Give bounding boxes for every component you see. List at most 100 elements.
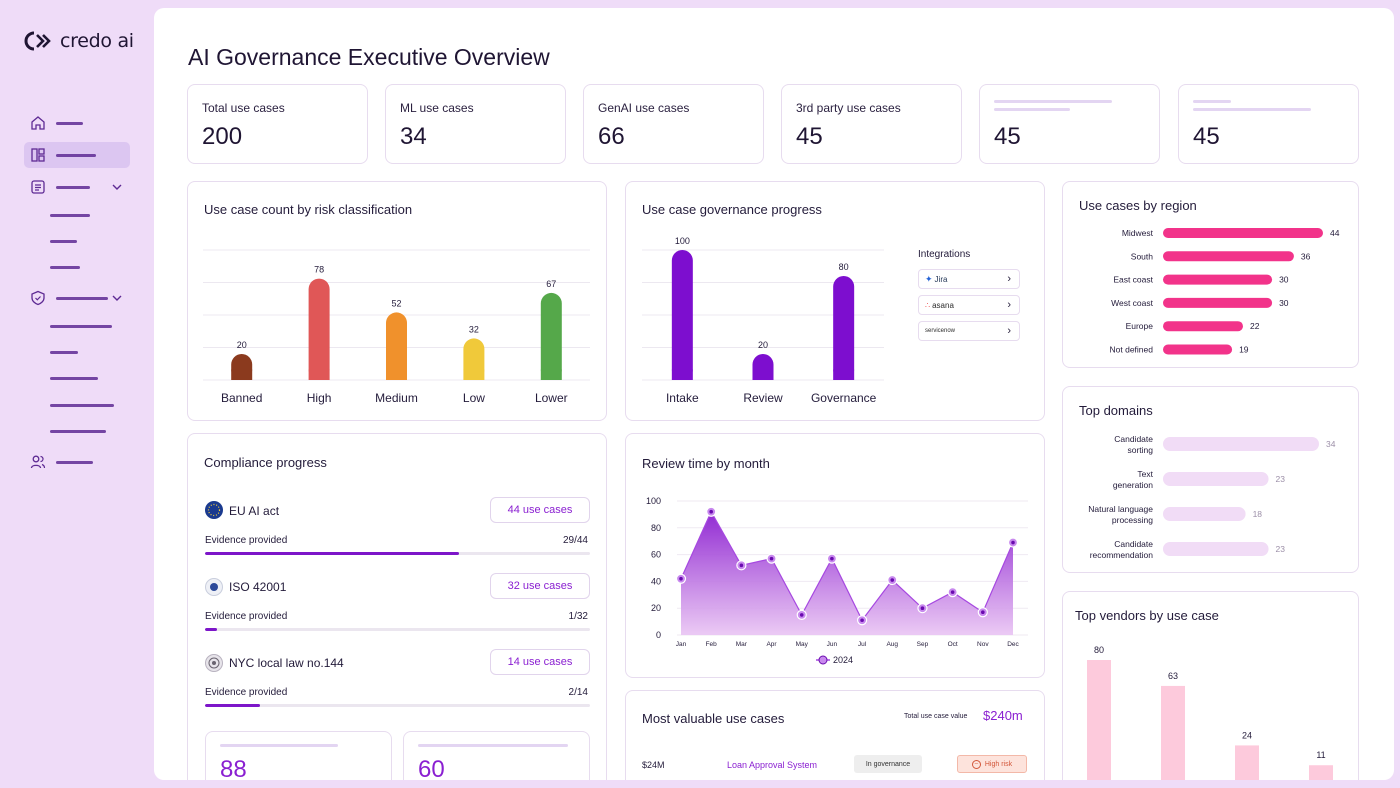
- category-label: Midwest: [1122, 228, 1154, 238]
- sidebar-subitem[interactable]: [50, 377, 98, 380]
- brand-logo[interactable]: credo ai: [24, 30, 134, 52]
- stat-card-3rd-party[interactable]: 3rd party use cases 45: [781, 84, 962, 164]
- data-label: 23: [1276, 474, 1286, 484]
- nyc-use-cases-button[interactable]: 14 use cases: [490, 649, 590, 675]
- data-point-core: [920, 606, 925, 610]
- bar: [1163, 297, 1273, 308]
- integration-asana[interactable]: ∴ asana ›: [918, 295, 1020, 315]
- valuable-use-cases-card: Most valuable use cases Total use case v…: [625, 690, 1045, 780]
- x-tick-label: Jun: [827, 641, 838, 648]
- bar-base: [463, 369, 485, 380]
- sidebar-subitem[interactable]: [50, 430, 106, 433]
- sidebar-subitem[interactable]: [50, 240, 77, 243]
- mini-stat-card[interactable]: 88: [205, 731, 392, 780]
- category-label: processing: [1112, 515, 1153, 525]
- legend-label: 2024: [833, 655, 853, 665]
- iso-icon: [205, 578, 223, 596]
- category-label: sorting: [1127, 445, 1153, 455]
- bar: [540, 292, 562, 380]
- iso-use-cases-button[interactable]: 32 use cases: [490, 573, 590, 599]
- bar: [1163, 321, 1243, 332]
- sidebar-item-usecases[interactable]: [30, 179, 90, 195]
- evidence-progress-bar: [205, 704, 590, 707]
- sidebar-subitem[interactable]: [50, 325, 112, 328]
- category-label: High: [307, 391, 332, 405]
- list-icon: [31, 180, 45, 194]
- stat-value: 200: [202, 123, 243, 150]
- sidebar-subitem[interactable]: [50, 214, 90, 217]
- risk-classification-card: Use case count by risk classification 20…: [187, 181, 607, 421]
- category-label: Governance: [811, 391, 877, 405]
- row-name-link[interactable]: Loan Approval System: [727, 760, 818, 770]
- bar: [1309, 765, 1333, 780]
- data-point-core: [860, 618, 864, 623]
- main-panel: AI Governance Executive Overview Total u…: [154, 8, 1394, 780]
- data-point-core: [679, 576, 683, 581]
- stat-card-genai[interactable]: GenAI use cases 66: [583, 84, 764, 164]
- category-label: East coast: [1113, 275, 1153, 285]
- vendors-bar-chart: 80 63 24 11: [1087, 645, 1333, 780]
- data-label: 19: [1239, 345, 1249, 355]
- category-label: Europe: [1126, 321, 1154, 331]
- x-tick-label: Feb: [706, 641, 718, 648]
- integration-servicenow[interactable]: servicenow ›: [918, 321, 1020, 341]
- y-tick-label: 60: [651, 550, 661, 560]
- eu-use-cases-button[interactable]: 44 use cases: [490, 497, 590, 523]
- evidence-label: Evidence provided: [205, 535, 288, 546]
- y-tick-label: 20: [651, 603, 661, 613]
- data-point-core: [769, 556, 774, 561]
- data-label: 23: [1276, 544, 1286, 554]
- category-label: Review: [743, 391, 783, 405]
- bar-base: [752, 369, 774, 380]
- label-placeholder: [1193, 100, 1231, 103]
- sidebar-item-users[interactable]: [30, 454, 93, 470]
- sidebar-item-dashboard[interactable]: [30, 147, 96, 163]
- bar: [1163, 437, 1319, 451]
- category-label: Candidate: [1114, 434, 1153, 444]
- card-title: Use case count by risk classification: [204, 202, 413, 217]
- mini-stat-card[interactable]: 60: [403, 731, 590, 780]
- sidebar-item-governance[interactable]: [30, 290, 108, 306]
- evidence-count: 1/32: [568, 611, 588, 622]
- data-label: 80: [839, 262, 849, 272]
- data-point-core: [1011, 540, 1015, 545]
- stat-card-placeholder[interactable]: 45: [1178, 84, 1359, 164]
- eu-flag-icon: [205, 501, 223, 519]
- category-label: Natural language: [1088, 504, 1153, 514]
- card-title: Top vendors by use case: [1075, 608, 1219, 623]
- stat-value: 34: [400, 123, 427, 150]
- x-tick-label: Oct: [948, 641, 958, 648]
- stat-card-placeholder[interactable]: 45: [979, 84, 1160, 164]
- compliance-card: Compliance progress EU AI act 44 use cas…: [187, 433, 607, 780]
- x-tick-label: Aug: [886, 641, 898, 648]
- chevron-down-icon[interactable]: [111, 292, 123, 304]
- bar: [1163, 472, 1269, 486]
- bar: [1163, 507, 1246, 521]
- sidebar-item-home[interactable]: [30, 115, 83, 131]
- bar: [833, 276, 855, 380]
- sidebar-subitem[interactable]: [50, 351, 78, 354]
- minus-circle-icon: –: [971, 759, 981, 769]
- bar: [1163, 274, 1273, 285]
- nyc-seal-icon: [205, 654, 223, 672]
- sidebar-subitem[interactable]: [50, 266, 80, 269]
- y-tick-label: 100: [646, 496, 661, 506]
- stat-card-ml[interactable]: ML use cases 34: [385, 84, 566, 164]
- data-label: 100: [675, 236, 690, 246]
- integration-jira[interactable]: ✦ Jira ›: [918, 269, 1020, 289]
- category-label: Text: [1137, 469, 1153, 479]
- category-label: recommendation: [1090, 550, 1154, 560]
- stat-card-total[interactable]: Total use cases 200: [187, 84, 368, 164]
- integration-name: servicenow: [925, 328, 956, 334]
- framework-name: ISO 42001: [229, 580, 287, 594]
- data-point-core: [830, 556, 834, 561]
- category-label: West coast: [1111, 298, 1154, 308]
- stat-value: 45: [1193, 123, 1220, 150]
- asana-icon: ∴: [925, 300, 931, 310]
- sidebar-subitem[interactable]: [50, 404, 114, 407]
- chevron-down-icon[interactable]: [111, 181, 123, 193]
- vendors-card: Top vendors by use case 80 63 24 11: [1062, 591, 1359, 780]
- risk-badge-label: High risk: [984, 760, 1013, 768]
- card-title: Most valuable use cases: [642, 711, 785, 726]
- label-placeholder: [994, 100, 1112, 103]
